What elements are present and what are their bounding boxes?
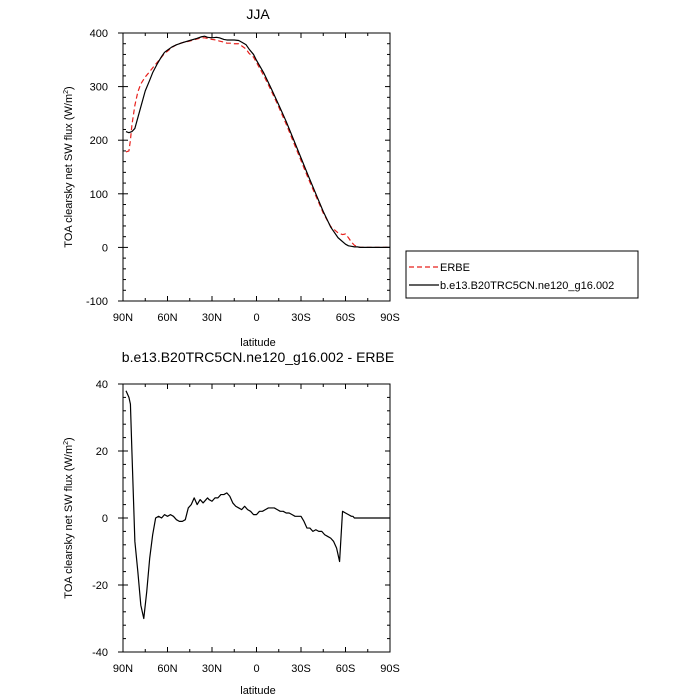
bottom-plot-frame xyxy=(122,383,391,653)
bottom-y-tick-label: 40 xyxy=(96,379,108,391)
top-series-line-0 xyxy=(125,37,390,248)
bottom-y-axis-label: TOA clearsky net SW flux (W/m2) xyxy=(63,437,75,598)
top-x-tick-label: 30S xyxy=(291,312,311,324)
bottom-x-tick-label: 60S xyxy=(336,663,356,675)
bottom-x-tick-label: 60N xyxy=(157,663,177,675)
top-y-tick-label: 400 xyxy=(90,28,108,40)
bottom-y-tick-label: -40 xyxy=(92,647,108,659)
bottom-chart-title: b.e13.B20TRC5CN.ne120_g16.002 - ERBE xyxy=(122,349,394,365)
top-y-tick-label: 200 xyxy=(90,135,108,147)
top-axis-ticks: 90N 60N 30N 0 30S 60S 90S -100 0 100 200 300 400 xyxy=(86,28,400,324)
legend-box xyxy=(405,250,639,299)
top-x-tick-label: 60S xyxy=(336,312,356,324)
top-x-tick-label: 90S xyxy=(380,312,400,324)
top-x-axis-label: latitude xyxy=(240,337,275,349)
top-y-tick-label: -100 xyxy=(86,296,108,308)
top-plot-frame xyxy=(122,32,391,302)
legend: ERBE b.e13.B20TRC5CN.ne120_g16.002 xyxy=(405,250,639,299)
bottom-y-tick-label: -20 xyxy=(92,580,108,592)
top-x-tick-label: 0 xyxy=(253,312,259,324)
top-x-tick-label: 30N xyxy=(202,312,222,324)
bottom-series-group xyxy=(125,390,390,620)
top-y-tick-label: 0 xyxy=(102,242,108,254)
top-series-line-1 xyxy=(125,35,390,248)
top-series-group xyxy=(125,35,390,248)
bottom-x-tick-label: 30N xyxy=(202,663,222,675)
bottom-x-axis-label: latitude xyxy=(240,685,275,697)
bottom-y-tick-label: 0 xyxy=(102,513,108,525)
bottom-axis-ticks: 90N 60N 30N 0 30S 60S 90S -40 -20 0 20 40 xyxy=(92,379,400,675)
top-x-tick-label: 90N xyxy=(113,312,133,324)
bottom-x-tick-label: 30S xyxy=(291,663,311,675)
top-panel: JJA 90N 60N 30N 0 30S 60S 90S -100 0 100 200 300 400… xyxy=(63,6,639,349)
top-y-tick-label: 100 xyxy=(90,189,108,201)
bottom-panel: b.e13.B20TRC5CN.ne120_g16.002 - ERBE 90N… xyxy=(63,349,400,697)
bottom-x-tick-label: 90S xyxy=(380,663,400,675)
bottom-x-tick-label: 0 xyxy=(253,663,259,675)
top-chart-title: JJA xyxy=(246,6,270,22)
bottom-x-tick-label: 90N xyxy=(113,663,133,675)
bottom-series-line-0 xyxy=(125,390,390,620)
legend-label-model: b.e13.B20TRC5CN.ne120_g16.002 xyxy=(440,280,614,292)
bottom-y-tick-label: 20 xyxy=(96,446,108,458)
top-y-tick-label: 300 xyxy=(90,82,108,94)
legend-label-erbe: ERBE xyxy=(440,262,470,274)
top-x-tick-label: 60N xyxy=(157,312,177,324)
top-y-axis-label: TOA clearsky net SW flux (W/m2) xyxy=(63,86,75,247)
